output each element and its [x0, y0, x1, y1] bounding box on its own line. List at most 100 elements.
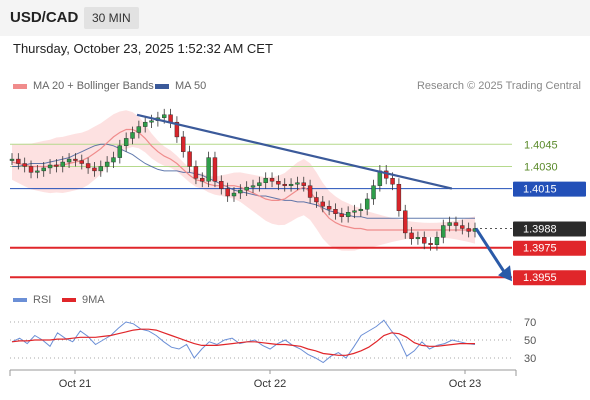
candle-body	[358, 209, 364, 211]
rsi-tick-70: 70	[524, 317, 536, 329]
candle-body	[117, 145, 123, 158]
candle-body	[193, 166, 199, 179]
candle-body	[422, 237, 427, 244]
forecast-arrow-head	[498, 265, 512, 282]
candle-body	[460, 225, 465, 229]
candle-body	[9, 158, 15, 161]
candle-body	[434, 237, 440, 245]
candle-body	[282, 183, 287, 186]
candle-body	[466, 228, 471, 232]
candle-body	[35, 170, 40, 173]
pair-title: USD/CAD	[10, 9, 79, 26]
legend-ma50-label: MA 50	[175, 80, 207, 92]
candle-body	[345, 212, 351, 217]
candle-body	[174, 121, 180, 138]
candle-body	[288, 183, 294, 186]
x-tick-label: Oct 23	[449, 378, 481, 390]
legend-ma50: MA 50	[155, 80, 206, 92]
candle-body	[371, 185, 376, 200]
candle-body	[98, 166, 103, 172]
candle-body	[181, 136, 186, 152]
candle-body	[123, 138, 129, 146]
candle-body	[326, 206, 332, 210]
candle-body	[60, 161, 65, 167]
candle-body	[276, 181, 281, 185]
candle-body	[453, 222, 459, 226]
level-tag-1.3955	[513, 270, 586, 286]
candle-body	[22, 163, 27, 167]
candle-body	[149, 120, 154, 123]
candle-body	[244, 186, 249, 191]
candle-body	[225, 188, 230, 197]
candle-body	[16, 158, 21, 164]
candle-body	[73, 158, 78, 161]
legend-rsi-label: RSI	[33, 294, 52, 306]
candle-body	[390, 178, 395, 185]
ma50-line	[12, 143, 475, 219]
research-credit: Research © 2025 Trading Central	[416, 80, 581, 92]
candle-body	[428, 243, 433, 245]
candle-body	[238, 189, 243, 194]
rsi-ma-line	[11, 328, 475, 356]
candle-body	[352, 210, 357, 213]
candle-body	[47, 164, 53, 169]
timeframe-badge[interactable]: 30 MIN	[84, 7, 139, 29]
candle-body	[301, 182, 306, 186]
candle-body	[231, 192, 237, 197]
candle-body	[200, 178, 205, 182]
rsi-line	[11, 319, 476, 364]
legend-ma20-label: MA 20 + Bollinger Bands	[33, 80, 154, 92]
candle-body	[339, 213, 345, 217]
candle-body	[111, 157, 116, 163]
ma20-line	[11, 128, 475, 231]
candle-body	[206, 157, 211, 182]
level-label-1.3955: 1.3955	[523, 272, 557, 284]
candle-body	[403, 210, 408, 234]
rsi-swatch	[13, 298, 27, 303]
candle-body	[162, 114, 167, 118]
candle-body	[54, 164, 59, 167]
legend-rsi: RSI	[13, 294, 51, 306]
candle-body	[142, 121, 148, 127]
candle-body	[104, 161, 110, 167]
candle-body	[320, 201, 325, 207]
rsi-ma-swatch	[62, 298, 76, 303]
forecast-arrow-shaft	[474, 227, 507, 275]
level-tag-1.3975	[513, 240, 586, 256]
ma20-swatch	[13, 83, 27, 89]
candle-body	[136, 126, 142, 133]
level-label-1.3975: 1.3975	[523, 243, 557, 255]
candle-body	[263, 178, 268, 183]
candle-body	[364, 198, 370, 210]
rsi-tick-50: 50	[524, 335, 536, 347]
trendline	[136, 113, 453, 190]
ma50-swatch	[155, 83, 169, 89]
legend-ma20: MA 20 + Bollinger Bands	[13, 80, 154, 92]
candle-body	[269, 178, 275, 182]
candle-body	[250, 185, 256, 188]
candle-body	[409, 232, 414, 240]
candle-body	[295, 182, 300, 185]
candle-body	[41, 167, 46, 172]
candle-body	[85, 163, 91, 169]
candle-body	[333, 209, 338, 214]
level-label-1.4045: 1.4045	[524, 139, 558, 151]
candle-body	[396, 183, 402, 211]
candle-body	[79, 160, 84, 164]
candle-body	[257, 182, 262, 186]
last-price-label: 1.3988	[523, 223, 557, 235]
candle-body	[219, 181, 224, 189]
legend-rsi-ma: 9MA	[62, 294, 105, 306]
candle-body	[187, 151, 192, 167]
candle-body	[441, 225, 446, 238]
candle-body	[447, 222, 452, 226]
candle-body	[212, 157, 218, 182]
candle-body	[314, 197, 319, 203]
rsi-tick-30: 30	[524, 353, 536, 365]
candle-body	[92, 167, 97, 172]
level-tag-1.4015	[513, 181, 586, 197]
level-label-1.4030: 1.4030	[524, 161, 558, 173]
chart-datetime: Thursday, October 23, 2025 1:52:32 AM CE…	[13, 41, 273, 56]
level-label-1.4015: 1.4015	[523, 184, 557, 196]
